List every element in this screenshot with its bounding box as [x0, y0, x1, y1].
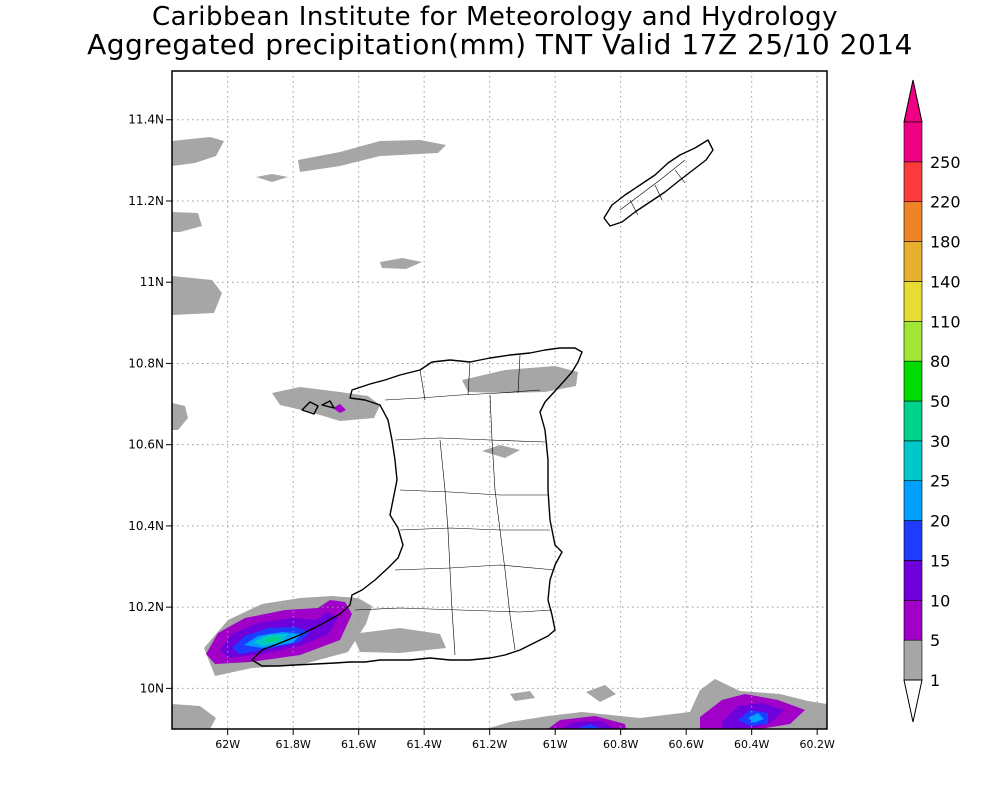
- colorbar-label: 250: [930, 153, 961, 172]
- lon-tick-label: 60.4W: [734, 738, 769, 751]
- colorbar-upper-tip: [903, 79, 923, 123]
- precip-30mm-areas: [262, 636, 282, 643]
- lat-tick-label: 11N: [140, 275, 164, 289]
- admin-boundaries: [354, 159, 686, 656]
- colorbar-swatch: [903, 560, 923, 601]
- colorbar-swatch: [903, 320, 923, 362]
- map-frame: [171, 70, 828, 730]
- gridlines: [172, 71, 827, 729]
- coastlines: [251, 139, 714, 667]
- precip-layer: [172, 137, 827, 729]
- colorbar-swatch: [903, 241, 923, 282]
- lat-tick-label: 10N: [140, 681, 164, 695]
- colorbar-label: 110: [930, 312, 961, 331]
- colorbar-label: 25: [930, 472, 950, 491]
- colorbar-label: 10: [930, 591, 950, 610]
- colorbar-lower-tip: [903, 679, 923, 723]
- lat-tick-label: 10.8N: [128, 356, 164, 370]
- trinidad-outline: [251, 347, 583, 667]
- latitude-axis: 11.4N 11.2N 11N 10.8N 10.6N 10.4N 10.2N 10N: [128, 113, 172, 695]
- lat-tick-label: 11.4N: [128, 113, 164, 127]
- chacachacare-islands: [301, 400, 335, 415]
- colorbar-swatch: [903, 121, 923, 163]
- colorbar-label: 80: [930, 352, 950, 371]
- lat-tick-label: 10.6N: [128, 438, 164, 452]
- colorbar-swatch: [903, 440, 923, 482]
- colorbar-swatch: [903, 480, 923, 521]
- lat-tick-label: 11.2N: [128, 194, 164, 208]
- colorbar-label: 180: [930, 233, 961, 252]
- tobago-outline: [603, 139, 714, 227]
- lon-tick-label: 60.2W: [799, 738, 834, 751]
- chart-title: Caribbean Institute for Meteorology and …: [152, 2, 838, 32]
- colorbar-swatch: [903, 520, 923, 561]
- colorbar-label: 30: [930, 432, 950, 451]
- lon-tick-label: 60.8W: [603, 738, 638, 751]
- lon-tick-label: 61.6W: [341, 738, 376, 751]
- colorbar-label: 50: [930, 392, 950, 411]
- longitude-axis: 62W 61.8W 61.6W 61.4W 61.2W 61W 60.8W 60.6W 60.4…: [215, 729, 835, 751]
- colorbar-swatch: [903, 599, 923, 641]
- lon-tick-label: 62W: [215, 738, 240, 751]
- lon-tick-label: 61.2W: [472, 738, 507, 751]
- colorbar-label: 20: [930, 512, 950, 531]
- colorbar-label: 5: [930, 631, 940, 650]
- lon-tick-label: 61W: [543, 738, 568, 751]
- colorbar-label: 220: [930, 193, 961, 212]
- colorbar-label: 140: [930, 272, 961, 291]
- colorbar-label: 1: [930, 671, 940, 690]
- lat-tick-label: 10.2N: [128, 600, 164, 614]
- colorbar-swatch: [903, 281, 923, 322]
- colorbar-swatch: [903, 639, 923, 681]
- lat-tick-label: 10.4N: [128, 519, 164, 533]
- colorbar-swatch: [903, 360, 923, 402]
- lon-tick-label: 61.4W: [406, 738, 441, 751]
- colorbar-swatch: [903, 400, 923, 442]
- colorbar-swatch: [903, 201, 923, 242]
- colorbar-label: 15: [930, 551, 950, 570]
- lon-tick-label: 61.8W: [275, 738, 310, 751]
- lon-tick-label: 60.6W: [668, 738, 703, 751]
- chart-subtitle: Aggregated precipitation(mm) TNT Valid 1…: [87, 28, 913, 61]
- colorbar-swatch: [903, 161, 923, 203]
